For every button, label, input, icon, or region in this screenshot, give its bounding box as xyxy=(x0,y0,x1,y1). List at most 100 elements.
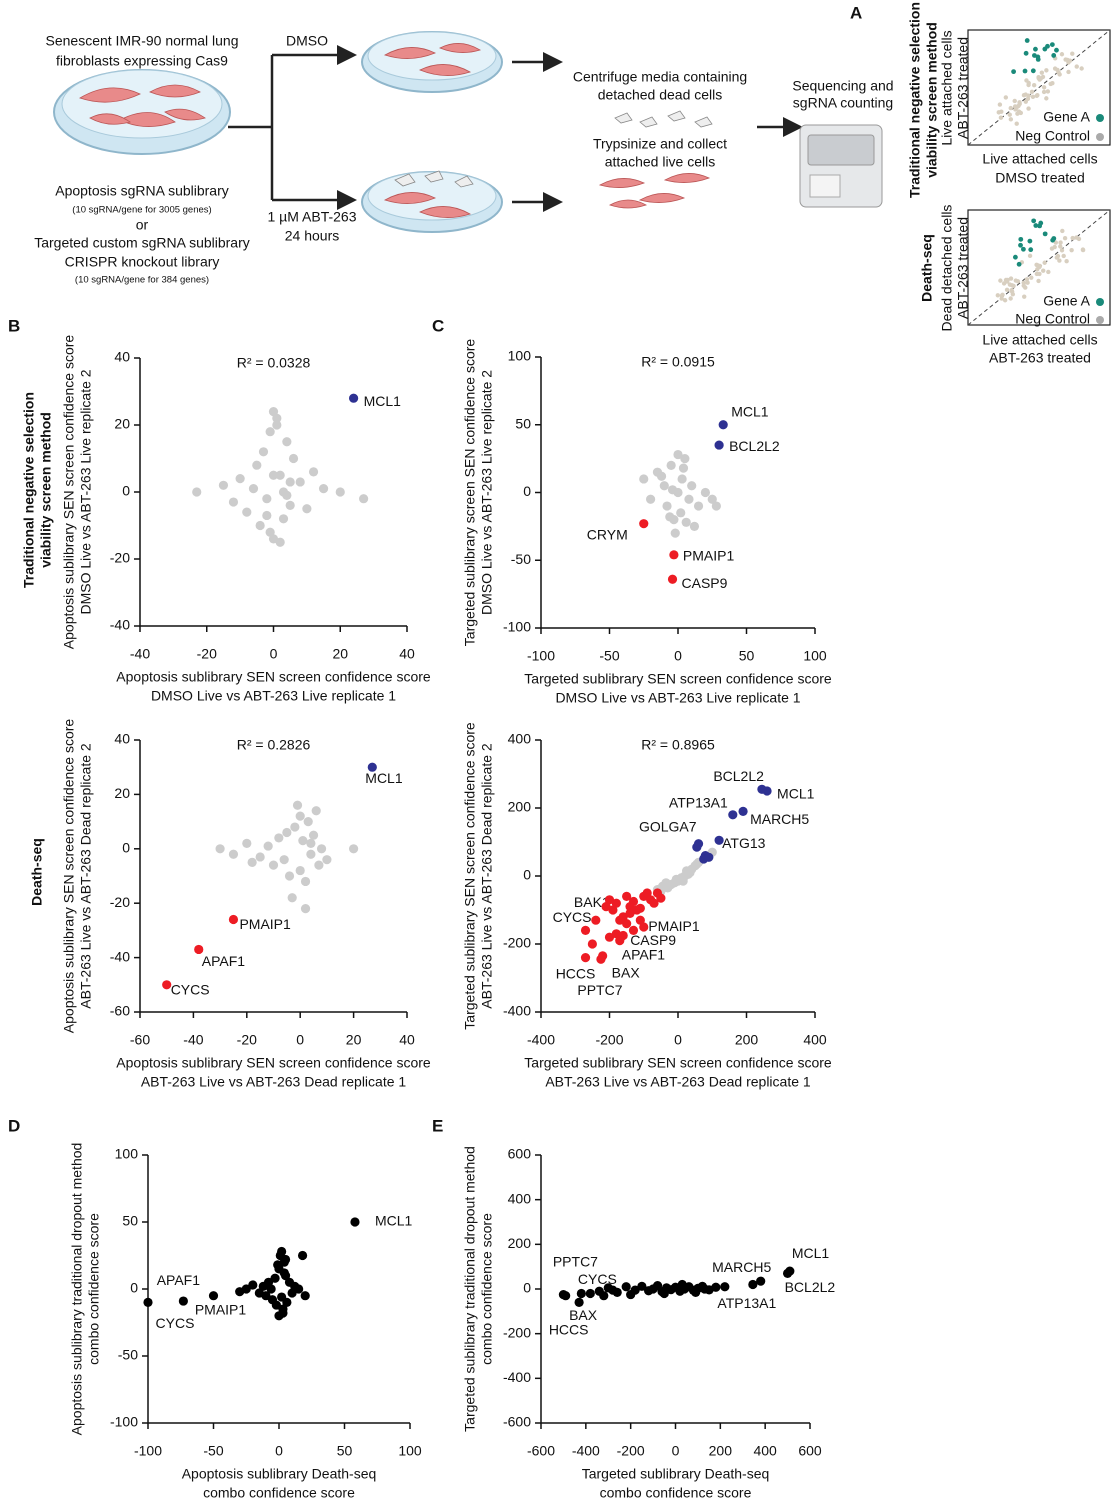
illustration-dot xyxy=(1066,60,1071,65)
data-point xyxy=(275,470,285,480)
data-point xyxy=(263,841,273,851)
data-point xyxy=(748,1279,758,1290)
data-point xyxy=(298,836,308,846)
illustration-dot xyxy=(1051,53,1057,58)
illustration-dot xyxy=(1011,283,1016,289)
data-point xyxy=(228,914,239,925)
data-point xyxy=(270,1273,280,1283)
method-ylabel: ABT-263 treated xyxy=(955,37,971,139)
data-point xyxy=(178,1296,188,1306)
data-point xyxy=(611,898,621,908)
illustration-dot xyxy=(1055,253,1061,259)
legend-text: Gene A xyxy=(1043,109,1090,125)
data-point xyxy=(667,485,678,495)
data-point xyxy=(282,437,292,447)
illustration-dot xyxy=(1050,81,1055,86)
x-tick-label: 400 xyxy=(753,1443,777,1459)
data-point xyxy=(279,855,289,865)
method-title: viability screen method xyxy=(924,22,940,178)
illustration-dot xyxy=(1079,66,1084,71)
data-point xyxy=(601,902,611,912)
data-point xyxy=(318,484,329,494)
illustration-dot xyxy=(1002,298,1008,303)
data-point xyxy=(711,1282,721,1292)
illustration-dot xyxy=(1026,93,1031,98)
y-tick-label: 100 xyxy=(508,348,532,364)
illustration-dot xyxy=(1051,236,1057,241)
schematic-text: attached live cells xyxy=(605,154,716,170)
illustration-dot xyxy=(1070,235,1075,241)
cells xyxy=(79,84,206,127)
y-tick-label: -400 xyxy=(503,1369,531,1385)
data-point xyxy=(657,881,668,891)
data-point xyxy=(604,895,615,905)
point-label: APAF1 xyxy=(622,946,666,962)
x-tick-label: -50 xyxy=(203,1443,223,1459)
point-label: CYCS xyxy=(171,982,210,998)
x-tick-label: -100 xyxy=(527,648,555,664)
data-point xyxy=(349,844,359,854)
illustration-dot xyxy=(1012,98,1017,104)
illustration-dot xyxy=(1052,244,1057,250)
legend-dot xyxy=(1096,133,1104,141)
data-point xyxy=(275,537,285,547)
illustration-dot xyxy=(1025,280,1030,285)
data-point xyxy=(292,800,303,810)
data-point xyxy=(625,908,635,919)
point-label: APAF1 xyxy=(157,1272,201,1288)
x-tick-label: 20 xyxy=(332,646,348,662)
data-point xyxy=(692,842,702,852)
point-label: ATP13A1 xyxy=(669,795,728,811)
schematic-text: Trypsinize and collect xyxy=(593,136,727,152)
data-point xyxy=(302,504,312,514)
panel-letter: B xyxy=(8,316,20,335)
illustration-dot xyxy=(1029,275,1034,280)
illustration-dot xyxy=(1040,74,1046,80)
data-point xyxy=(295,477,305,487)
illustration-dot xyxy=(1014,121,1019,126)
illustration-dot xyxy=(1031,218,1037,224)
cells xyxy=(384,192,471,218)
x-axis-label: DMSO Live vs ABT-263 Live replicate 1 xyxy=(555,690,800,706)
illustration-dot xyxy=(1008,105,1013,111)
x-tick-label: 400 xyxy=(803,1032,827,1048)
point-label: CRYM xyxy=(587,526,628,542)
y-tick-label: 0 xyxy=(523,1280,531,1296)
method-xlabel: Live attached cells xyxy=(982,151,1097,167)
data-point xyxy=(262,510,272,521)
schematic-text: or xyxy=(136,217,149,233)
data-point xyxy=(278,1308,288,1318)
data-point xyxy=(720,1282,730,1292)
point-label: BAX xyxy=(612,965,641,981)
x-tick-label: 50 xyxy=(337,1443,353,1459)
data-point xyxy=(268,470,279,480)
illustration-dot xyxy=(1022,68,1028,74)
row-label: viability screen method xyxy=(38,412,54,568)
panel-letter: A xyxy=(850,3,862,22)
illustration-dot xyxy=(1036,76,1041,81)
data-point xyxy=(266,1284,276,1294)
data-point xyxy=(635,903,645,913)
illustration-dot xyxy=(1055,67,1060,73)
data-point xyxy=(700,1284,710,1294)
illustration-dot xyxy=(1024,277,1030,282)
annotation: R² = 0.0328 xyxy=(237,355,311,371)
x-axis-label: Apoptosis sublibrary SEN screen confiden… xyxy=(116,669,431,685)
x-tick-label: -100 xyxy=(134,1443,162,1459)
legend-dot xyxy=(1096,298,1104,306)
x-tick-label: 20 xyxy=(346,1032,362,1048)
y-tick-label: 200 xyxy=(508,1235,532,1251)
data-point xyxy=(689,521,700,531)
illustration-dot xyxy=(1029,89,1035,95)
illustration-dot xyxy=(1003,95,1009,100)
illustration-dot xyxy=(1061,253,1066,259)
annotation: R² = 0.8965 xyxy=(641,737,715,753)
point-label: MCL1 xyxy=(777,786,815,802)
cells xyxy=(384,43,481,76)
y-tick-label: -40 xyxy=(110,617,130,633)
illustration-dot xyxy=(1021,246,1026,252)
y-tick-label: 0 xyxy=(122,840,130,856)
legend-text: Neg Control xyxy=(1015,311,1090,327)
data-point xyxy=(625,902,635,912)
data-point xyxy=(587,939,597,949)
